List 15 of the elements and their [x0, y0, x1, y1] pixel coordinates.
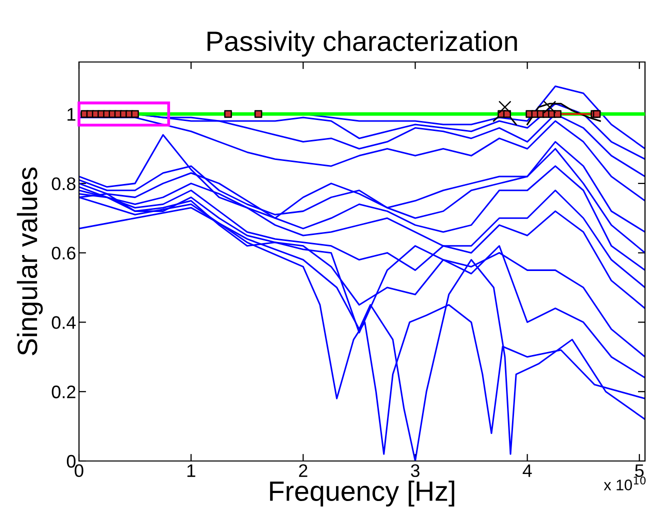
x-axis-title: Frequency [Hz]: [270, 480, 454, 507]
x-tick-label: 3: [410, 464, 420, 478]
x-tick-label: 1: [187, 464, 196, 477]
x-tick-label: 4: [522, 464, 532, 477]
x-tick-label: 5: [635, 464, 644, 478]
chart-title: Passivity characterization: [208, 30, 517, 57]
y-tick-label: 0.8: [52, 177, 76, 190]
y-axis-title: Singular values: [16, 168, 43, 356]
y-tick-label: 1: [68, 108, 76, 121]
y-tick-label: 0: [66, 454, 76, 468]
x-tick-label: 2: [299, 464, 308, 477]
y-tick-label: 0.4: [52, 316, 76, 329]
text: x 10$^{10}$: [604, 476, 646, 490]
y-tick-label: 0.6: [52, 246, 76, 260]
y-tick-label: 0.2: [52, 386, 76, 398]
